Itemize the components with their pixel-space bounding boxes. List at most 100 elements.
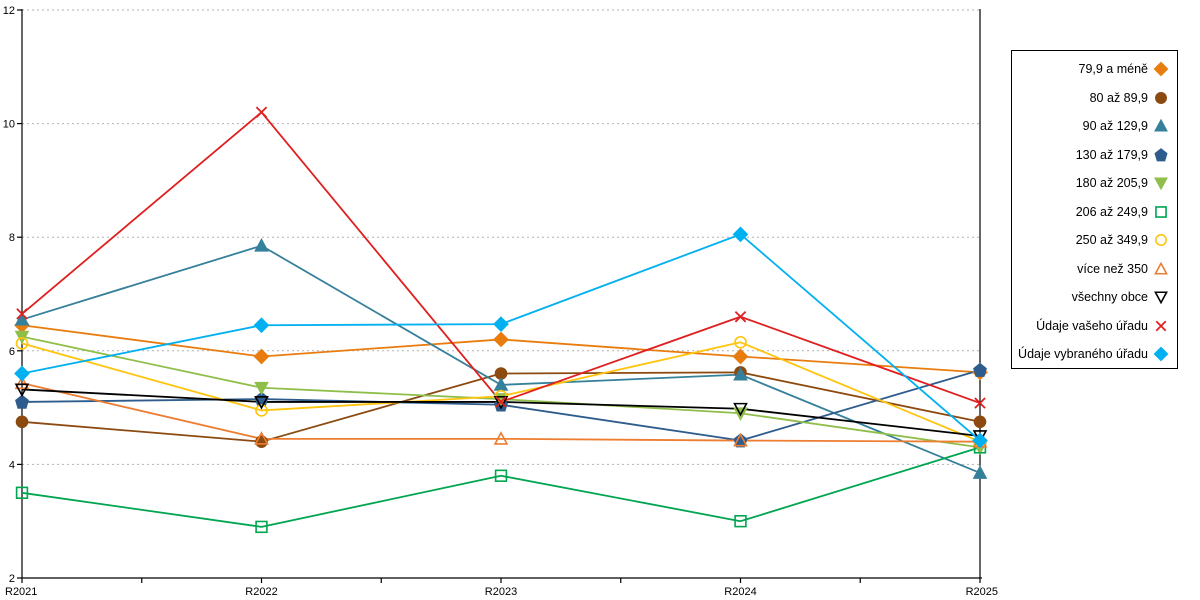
series-marker-x-icon (16, 308, 28, 320)
series-marker-diamond-icon (14, 365, 30, 382)
series-marker-triangle-up-icon (733, 366, 748, 381)
legend-item-label: všechny obce (1071, 290, 1148, 305)
x-stroke (16, 308, 28, 320)
legend-item-label: 180 až 205,9 (1075, 176, 1148, 191)
series-marker-circle-icon (15, 337, 29, 350)
legend-item-label: více než 350 (1077, 261, 1148, 276)
series-marker-triangle-up-icon (493, 431, 509, 445)
series-marker-triangle-up-icon (1154, 118, 1168, 132)
series-line-8 (21, 382, 981, 443)
series-marker-circle-icon (1155, 91, 1167, 104)
legend-marker-triangle-down-icon (1154, 291, 1168, 305)
series-marker-diamond-icon (253, 348, 270, 365)
legend-item: Údaje vybraného úřadu (1016, 340, 1169, 369)
series-marker-diamond-icon (493, 316, 509, 332)
legend-item-label: Údaje vybraného úřadu (1018, 347, 1148, 362)
legend-item-label: 206 až 249,9 (1075, 204, 1148, 219)
series-marker-diamond-icon (732, 226, 749, 243)
series-marker-pentagon-icon (15, 394, 29, 409)
legend-marker-triangle-down-icon (1154, 177, 1168, 191)
legend-item: 90 až 129,9 (1016, 112, 1169, 141)
legend-item: 250 až 349,9 (1016, 226, 1169, 255)
series-marker-pentagon-icon (973, 362, 987, 377)
series-marker-circle-icon (734, 335, 747, 349)
series-marker-triangle-down-icon (254, 381, 269, 396)
series-marker-triangle-down-icon (254, 396, 269, 410)
series-marker-triangle-up-icon (14, 311, 30, 326)
y-axis-label: 8 (9, 232, 15, 244)
series-marker-triangle-down-icon (493, 396, 509, 410)
legend-marker-circle-icon (1155, 91, 1167, 104)
series-marker-diamond-icon (253, 317, 270, 334)
series-marker-circle-icon (15, 415, 29, 429)
x-axis-label: R2022 (245, 586, 277, 598)
y-axis-label: 10 (3, 119, 15, 131)
legend-item-label: Údaje vašeho úřadu (1036, 318, 1148, 333)
legend-item-label: 90 až 129,9 (1082, 119, 1148, 134)
legend-marker-square-icon (1155, 205, 1167, 218)
legend-box: 79,9 a méně 80 až 89,9 90 až 129,9 130 až 1… (1011, 50, 1178, 369)
series-marker-circle-icon (1155, 234, 1167, 247)
series-marker-x-icon (974, 397, 986, 409)
series-marker-triangle-up-icon (733, 432, 748, 447)
series-marker-pentagon-icon (1154, 147, 1168, 162)
legend-item: 80 až 89,9 (1016, 84, 1169, 113)
series-marker-x-icon (495, 396, 507, 408)
legend-marker-circle-icon (1155, 234, 1167, 247)
series-marker-square-icon (1155, 205, 1167, 218)
series-marker-square-icon (15, 486, 29, 499)
x-axis-label: R2023 (485, 586, 517, 598)
x-stroke (974, 397, 986, 409)
series-marker-diamond-icon (732, 348, 749, 365)
legend-item-label: 80 až 89,9 (1089, 90, 1148, 105)
legend-marker-pentagon-icon (1154, 147, 1168, 162)
series-marker-x-icon (255, 106, 268, 118)
legend-marker-triangle-up-icon (1154, 261, 1168, 275)
y-axis-label: 2 (9, 573, 15, 585)
x-stroke (734, 310, 747, 323)
legend-item: všechny obce (1016, 283, 1169, 312)
x-stroke (255, 106, 268, 118)
series-marker-square-icon (734, 514, 747, 528)
legend-item: 130 až 179,9 (1016, 141, 1169, 170)
legend-marker-diamond-icon (1153, 61, 1169, 77)
series-marker-triangle-down-icon (1154, 177, 1168, 191)
y-axis-label: 6 (9, 346, 15, 358)
legend-marker-triangle-up-icon (1154, 118, 1168, 132)
series-marker-circle-icon (255, 404, 268, 417)
series-line-6 (21, 446, 981, 528)
legend-item-label: 130 až 179,9 (1075, 147, 1148, 162)
legend-marker-x-icon (1155, 320, 1167, 332)
x-axis-label: R2025 (966, 586, 998, 598)
legend-marker-diamond-icon (1153, 346, 1169, 362)
series-marker-diamond-icon (1153, 346, 1169, 362)
legend-item: 180 až 205,9 (1016, 169, 1169, 198)
series-marker-circle-icon (973, 415, 987, 429)
series-marker-triangle-down-icon (1154, 291, 1168, 305)
x-stroke (1155, 320, 1167, 332)
series-marker-circle-icon (255, 435, 268, 449)
series-marker-triangle-down-icon (733, 402, 748, 417)
legend-item: 79,9 a méně (1016, 55, 1169, 84)
y-axis-label: 12 (3, 5, 15, 17)
series-marker-triangle-up-icon (1154, 261, 1168, 275)
series-marker-diamond-icon (493, 331, 509, 348)
legend-item: 206 až 249,9 (1016, 198, 1169, 227)
legend-item: více než 350 (1016, 255, 1169, 284)
series-marker-pentagon-icon (733, 433, 748, 448)
x-axis-label: R2021 (5, 586, 37, 598)
series-marker-diamond-icon (972, 432, 988, 449)
series-marker-triangle-down-icon (14, 383, 30, 398)
legend-item: Údaje vašeho úřadu (1016, 312, 1169, 341)
legend-item-label: 250 až 349,9 (1075, 233, 1148, 248)
series-marker-diamond-icon (1153, 61, 1169, 77)
series-line-10 (21, 111, 981, 404)
series-marker-triangle-up-icon (254, 431, 269, 445)
series-marker-square-icon (255, 520, 268, 534)
series-marker-triangle-up-icon (972, 465, 988, 479)
y-axis-label: 4 (9, 459, 15, 471)
series-marker-x-icon (1155, 320, 1167, 332)
x-stroke (495, 396, 507, 408)
